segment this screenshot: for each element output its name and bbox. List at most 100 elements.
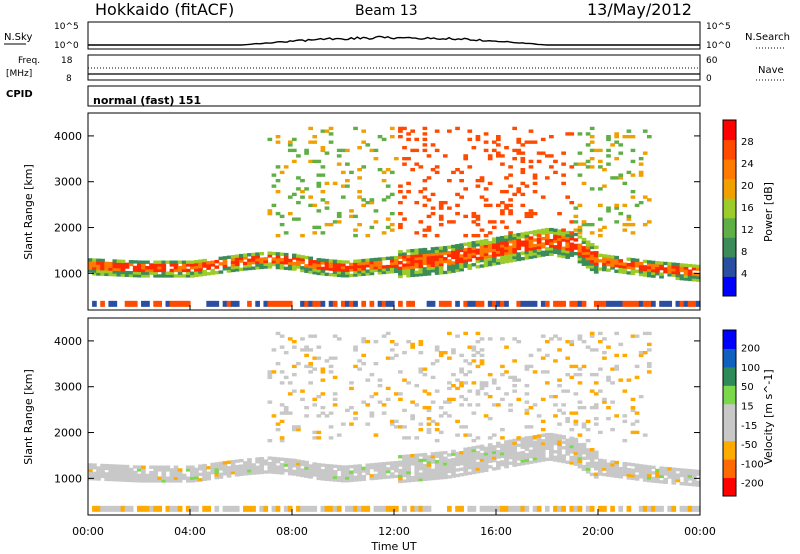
heatmap-cell [589,245,595,250]
heatmap-cell [544,247,550,251]
heatmap-cell [206,266,211,270]
heatmap-cell [565,247,571,251]
heatmap-cell [426,225,432,230]
heatmap-cell [153,476,158,480]
heatmap-cell [279,334,285,338]
heatmap-cell [520,240,526,244]
heatmap-cell [398,211,403,216]
heatmap-cell [398,269,403,273]
heatmap-cell [491,148,497,153]
heatmap-cell [418,220,424,224]
heatmap-cell [349,273,354,278]
heatmap-cell [557,300,562,307]
heatmap-cell [328,261,334,266]
heatmap-cell [528,255,534,259]
heatmap-cell [418,256,424,260]
heatmap-cell [145,473,150,478]
heatmap-cell [561,181,566,186]
heatmap-cell [394,269,399,274]
heatmap-cell [565,230,571,235]
heatmap-cell [402,465,407,470]
heatmap-cell [308,381,313,385]
heatmap-cell [165,271,171,275]
heatmap-cell [508,245,513,249]
heatmap-cell [263,257,269,261]
heatmap-cell [467,457,473,462]
heatmap-cell [438,405,444,410]
heatmap-cell [442,270,448,275]
heatmap-cell [491,262,497,266]
heatmap-cell [361,469,367,473]
heatmap-cell [687,264,693,268]
heatmap-cell [455,266,460,270]
heatmap-cell [471,252,477,256]
heatmap-cell [377,400,383,404]
heatmap-cell [524,453,530,457]
heatmap-cell [275,252,281,256]
heatmap-cell [136,263,142,267]
heatmap-cell [434,129,440,133]
heatmap-cell [475,243,481,247]
heatmap-cell [524,444,530,449]
heatmap-cell [589,505,595,512]
heatmap-cell [100,474,105,479]
heatmap-cell [438,414,444,418]
heatmap-cell [104,477,109,482]
heatmap-cell [459,505,464,512]
heatmap-cell [557,408,562,413]
heatmap-cell [308,270,313,274]
heatmap-cell [606,268,611,272]
heatmap-cell [504,189,509,194]
heatmap-cell [516,397,522,402]
heatmap-cell [120,475,126,480]
heatmap-cell [536,445,542,449]
heatmap-cell [516,462,522,467]
heatmap-cell [394,463,399,468]
heatmap-cell [532,454,538,458]
heatmap-cell [214,462,220,466]
heatmap-cell [365,258,371,262]
heatmap-cell [353,259,358,263]
heatmap-cell [455,419,460,424]
heatmap-cell [451,452,456,456]
freq-label-1: Freq. [18,56,40,66]
heatmap-cell [394,264,399,268]
heatmap-cell [426,455,432,459]
heatmap-cell [426,253,432,257]
heatmap-cell [100,264,105,268]
heatmap-cell [467,258,473,262]
x-axis-label: Time UT [370,540,416,553]
heatmap-cell [483,468,489,472]
heatmap-cell [357,189,362,194]
heatmap-cell [536,453,542,457]
heatmap-cell [361,300,367,307]
heatmap-cell [646,348,652,352]
heatmap-cell [475,461,481,466]
heatmap-cell [92,261,97,265]
heatmap-cell [353,214,358,219]
heatmap-cell [406,181,411,186]
heatmap-cell [406,457,411,461]
heatmap-cell [222,256,228,260]
heatmap-cell [549,134,554,139]
heatmap-cell [695,300,701,307]
heatmap-cell [251,252,256,257]
heatmap-cell [687,274,693,279]
heatmap-cell [340,300,346,307]
heatmap-cell [96,272,101,276]
heatmap-cell [275,257,281,262]
heatmap-cell [557,422,562,426]
heatmap-cell [442,259,448,264]
heatmap-cell [455,268,460,273]
heatmap-cell [581,422,587,426]
heatmap-cell [491,447,497,452]
heatmap-cell [475,453,481,457]
heatmap-cell [336,337,342,341]
heatmap-cell [455,126,460,131]
heatmap-cell [438,246,444,250]
heatmap-cell [406,137,411,142]
heatmap-cell [540,245,546,249]
heatmap-cell [618,378,624,382]
heatmap-cell [316,269,322,273]
heatmap-cell [312,356,318,360]
